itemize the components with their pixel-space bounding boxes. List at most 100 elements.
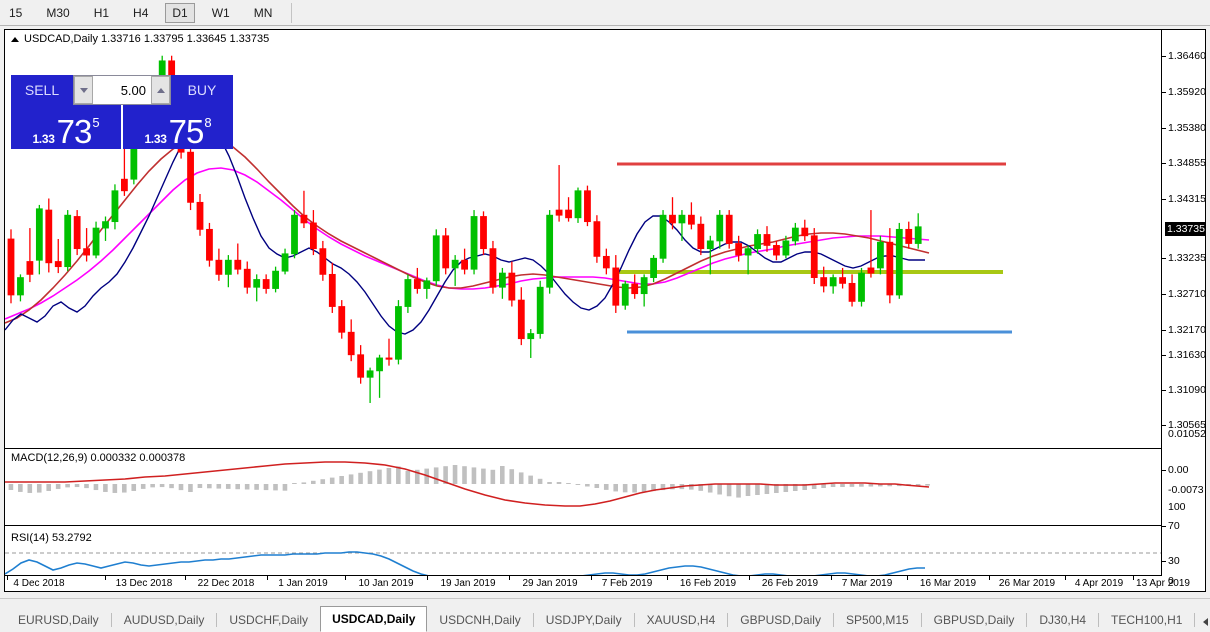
sell-price-pips: 73: [56, 112, 93, 150]
date-axis-label: 7 Feb 2019: [601, 578, 653, 589]
date-axis-label: 13 Apr 2019: [1136, 578, 1190, 589]
macd-axis-label: 0.010525: [1168, 428, 1205, 440]
symbol-tab-gbpusd-1[interactable]: GBPUSD,Daily: [740, 613, 821, 627]
sell-button[interactable]: SELL: [11, 75, 73, 105]
one-click-prices-row: 1.33 73 5 1.33 75 8: [11, 105, 233, 149]
date-axis-label: 1 Jan 2019: [278, 578, 328, 589]
price-axis-label: 1.30565: [1168, 419, 1205, 431]
rsi-axis-label: 100: [1168, 501, 1186, 513]
date-axis-label: 4 Dec 2018: [13, 578, 65, 589]
rsi-axis-label: 30: [1168, 555, 1180, 567]
price-axis-label: 1.32170: [1168, 324, 1205, 336]
tab-divider: [216, 613, 218, 627]
scroll-left-icon[interactable]: [1203, 618, 1209, 626]
date-axis-label: 4 Apr 2019: [1074, 578, 1124, 589]
symbol-tab-bar: EURUSD,Daily AUDUSD,Daily USDCHF,Daily U…: [0, 598, 1210, 632]
tab-divider: [1026, 613, 1028, 627]
buy-button[interactable]: BUY: [171, 75, 233, 105]
chart-expand-icon[interactable]: [11, 36, 19, 42]
price-axis-label: 1.31630: [1168, 349, 1205, 361]
chart-title-bar: USDCAD,Daily 1.33716 1.33795 1.33645 1.3…: [11, 33, 269, 45]
macd-signal-line: [5, 461, 930, 507]
volume-decrease-button[interactable]: [74, 76, 93, 104]
timeframe-toolbar: 15 M30 H1 H4 D1 W1 MN: [0, 0, 1210, 26]
tab-divider: [532, 613, 534, 627]
symbol-tab-xauusd[interactable]: XAUUSD,H4: [646, 613, 716, 627]
symbol-tab-dj30[interactable]: DJ30,H4: [1039, 613, 1087, 627]
date-axis[interactable]: 4 Dec 2018 13 Dec 2018 22 Dec 2018 1 Jan…: [5, 575, 1190, 591]
macd-histogram: [8, 465, 930, 498]
symbol-tab-usdcnh[interactable]: USDCNH,Daily: [439, 613, 521, 627]
tab-divider: [727, 613, 729, 627]
price-axis-label: 1.31090: [1168, 384, 1205, 396]
price-axis-label: 1.33235: [1168, 252, 1205, 264]
chevron-down-icon: [79, 87, 88, 93]
date-axis-label: 19 Jan 2019: [440, 578, 496, 589]
toolbar-divider: [291, 2, 293, 23]
timeframe-button-mn[interactable]: MN: [253, 5, 273, 20]
symbol-tab-usdcad[interactable]: USDCAD,Daily: [320, 606, 428, 632]
date-axis-label: 10 Jan 2019: [358, 578, 414, 589]
price-axis-label: 1.36460: [1168, 50, 1205, 62]
symbol-tab-tech100[interactable]: TECH100,H1: [1111, 613, 1183, 627]
date-axis-label: 26 Feb 2019: [761, 578, 819, 589]
pane-separator-2: [5, 525, 1162, 526]
tab-divider: [1098, 613, 1100, 627]
timeframe-button-h1[interactable]: H1: [93, 5, 110, 20]
price-axis[interactable]: 1.36460 1.35920 1.35380 1.34855 1.34315 …: [1161, 30, 1205, 591]
buy-price-pips: 75: [168, 112, 205, 150]
buy-price-display[interactable]: 1.33 75 8: [123, 105, 233, 149]
volume-increase-button[interactable]: [151, 76, 170, 104]
symbol-tab-audusd[interactable]: AUDUSD,Daily: [123, 613, 205, 627]
pane-separator-1: [5, 448, 1162, 449]
sell-price-fraction: 5: [92, 114, 100, 130]
rsi-axis-label: 70: [1168, 520, 1180, 532]
price-axis-label: 1.34855: [1168, 157, 1205, 169]
chart-canvas-area[interactable]: USDCAD,Daily 1.33716 1.33795 1.33645 1.3…: [5, 30, 1205, 591]
rsi-label: RSI(14) 53.2792: [11, 532, 92, 544]
tab-divider: [1194, 613, 1196, 627]
tab-divider: [633, 613, 635, 627]
ma-fast-line: [5, 125, 925, 335]
price-axis-label: 1.34315: [1168, 193, 1205, 205]
macd-pane[interactable]: [5, 450, 1162, 525]
volume-stepper[interactable]: 5.00: [73, 75, 171, 105]
timeframe-button-h4[interactable]: H4: [133, 5, 149, 20]
tab-scroll-controls: [1195, 618, 1210, 632]
symbol-tab-sp500[interactable]: SP500,M15: [845, 613, 909, 627]
sell-price-prefix: 1.33: [32, 131, 55, 146]
chart-window[interactable]: USDCAD,Daily 1.33716 1.33795 1.33645 1.3…: [4, 29, 1206, 592]
symbol-tab-gbpusd-2[interactable]: GBPUSD,Daily: [933, 613, 1015, 627]
price-axis-label: 1.35920: [1168, 86, 1205, 98]
volume-input[interactable]: 5.00: [93, 76, 151, 104]
timeframe-button-w1[interactable]: W1: [211, 5, 230, 20]
date-axis-label: 22 Dec 2018: [197, 578, 255, 589]
price-pane[interactable]: [5, 30, 1162, 448]
buy-price-fraction: 8: [204, 114, 212, 130]
ma-slow-line: [5, 167, 930, 320]
chevron-up-icon: [156, 87, 165, 93]
current-price-label: 1.33735: [1165, 222, 1205, 236]
symbol-tab-usdchf[interactable]: USDCHF,Daily: [229, 613, 309, 627]
symbol-tab-usdjpy[interactable]: USDJPY,Daily: [545, 613, 622, 627]
sell-price-display[interactable]: 1.33 73 5: [11, 105, 121, 149]
price-axis-label: 1.35380: [1168, 122, 1205, 134]
symbol-tab-list: EURUSD,Daily AUDUSD,Daily USDCHF,Daily U…: [6, 606, 1196, 632]
macd-label: MACD(12,26,9) 0.000332 0.000378: [11, 452, 186, 464]
tab-divider: [832, 613, 834, 627]
timeframe-button-m15[interactable]: 15: [9, 5, 23, 20]
ma-medium-line: [5, 136, 930, 324]
tab-divider: [920, 613, 922, 627]
tab-divider: [110, 613, 112, 627]
buy-price-prefix: 1.33: [144, 131, 167, 146]
date-axis-label: 26 Mar 2019: [998, 578, 1056, 589]
timeframe-button-m30[interactable]: M30: [46, 5, 70, 20]
macd-axis-label: -0.0073: [1168, 484, 1204, 496]
date-axis-label: 13 Dec 2018: [115, 578, 173, 589]
date-axis-label: 16 Feb 2019: [679, 578, 737, 589]
date-axis-label: 29 Jan 2019: [522, 578, 578, 589]
timeframe-button-d1[interactable]: D1: [165, 2, 195, 23]
symbol-tab-eurusd[interactable]: EURUSD,Daily: [18, 613, 99, 627]
one-click-trading-panel[interactable]: SELL 5.00 BUY 1.33: [11, 75, 233, 149]
